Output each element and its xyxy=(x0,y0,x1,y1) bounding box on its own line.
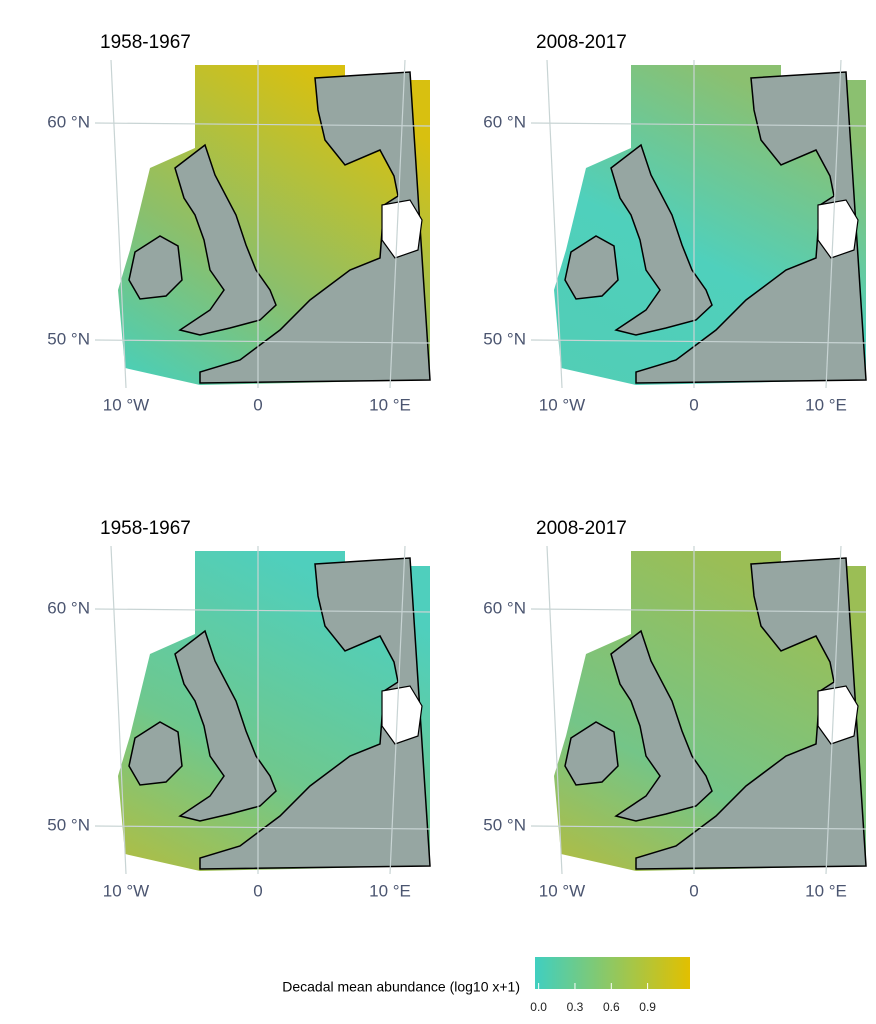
graticule xyxy=(94,122,431,127)
graticule xyxy=(530,339,867,344)
map-panel: 1958-1967 60 °N 50 °N 10 °W 0 10 °E xyxy=(47,32,431,414)
land xyxy=(381,685,423,745)
graticule xyxy=(110,59,127,389)
graticule xyxy=(530,825,867,830)
lon-label: 10 °E xyxy=(369,395,411,414)
lat-label: 60 °N xyxy=(47,598,90,617)
lat-label: 50 °N xyxy=(47,815,90,834)
legend-tick-label: 0.6 xyxy=(603,1000,620,1014)
lat-label: 50 °N xyxy=(483,815,526,834)
lon-label: 10 °W xyxy=(539,395,585,414)
lat-label: 50 °N xyxy=(47,329,90,348)
map-panel: 1958-1967 60 °N 50 °N 10 °W 0 10 °E xyxy=(47,518,431,900)
land xyxy=(635,557,867,870)
panel-title: 2008-2017 xyxy=(536,32,627,53)
land xyxy=(610,143,713,336)
lat-label: 50 °N xyxy=(483,329,526,348)
lon-label: 0 xyxy=(689,395,698,414)
graticule xyxy=(94,608,431,613)
lat-label: 60 °N xyxy=(483,112,526,131)
land xyxy=(635,71,867,384)
land xyxy=(564,235,619,300)
land xyxy=(174,629,277,822)
land xyxy=(817,199,859,259)
lon-label: 0 xyxy=(253,395,262,414)
panel-title: 2008-2017 xyxy=(536,518,627,539)
land xyxy=(564,721,619,786)
graticule xyxy=(530,122,867,127)
panel-title: 1958-1967 xyxy=(100,518,191,539)
lon-label: 0 xyxy=(689,881,698,900)
land xyxy=(174,143,277,336)
graticule xyxy=(110,545,127,875)
lat-label: 60 °N xyxy=(47,112,90,131)
lon-label: 0 xyxy=(253,881,262,900)
lon-label: 10 °W xyxy=(103,395,149,414)
land xyxy=(817,685,859,745)
lon-label: 10 °E xyxy=(805,881,847,900)
graticule xyxy=(530,608,867,613)
legend-title: Decadal mean abundance (log10 x+1) xyxy=(282,979,520,995)
panel-title: 1958-1967 xyxy=(100,32,191,53)
graticule xyxy=(389,545,406,875)
colorbar xyxy=(535,957,690,989)
lon-label: 10 °W xyxy=(103,881,149,900)
graticule xyxy=(94,825,431,830)
graticule xyxy=(825,59,842,389)
graticule xyxy=(389,59,406,389)
land xyxy=(128,721,183,786)
legend-tick-label: 0.9 xyxy=(639,1000,656,1014)
lat-label: 60 °N xyxy=(483,598,526,617)
land xyxy=(199,71,431,384)
lon-label: 10 °E xyxy=(369,881,411,900)
legend-tick-label: 0.3 xyxy=(567,1000,584,1014)
map-panel: 2008-2017 60 °N 50 °N 10 °W 0 10 °E xyxy=(483,32,867,414)
land xyxy=(199,557,431,870)
lon-label: 10 °W xyxy=(539,881,585,900)
graticule xyxy=(94,339,431,344)
lon-label: 10 °E xyxy=(805,395,847,414)
map-panel: 2008-2017 60 °N 50 °N 10 °W 0 10 °E xyxy=(483,518,867,900)
land xyxy=(128,235,183,300)
graticule xyxy=(546,59,563,389)
land xyxy=(610,629,713,822)
graticule xyxy=(546,545,563,875)
graticule xyxy=(825,545,842,875)
land xyxy=(381,199,423,259)
legend-tick-label: 0.0 xyxy=(530,1000,547,1014)
